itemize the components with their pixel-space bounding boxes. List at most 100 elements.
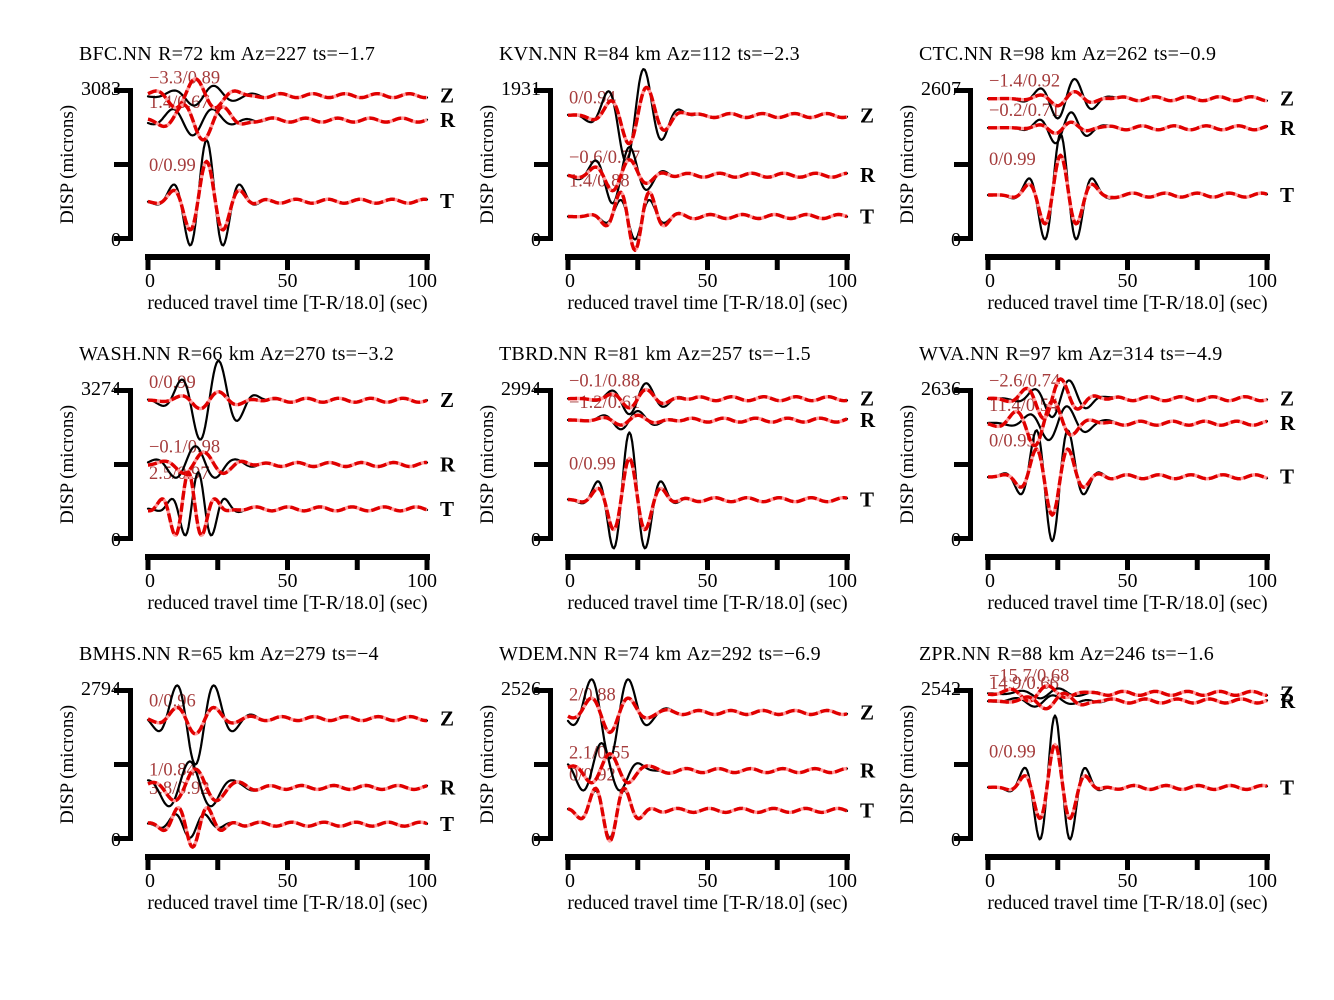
x-axis-tick [844, 260, 850, 270]
component-label: Z [860, 387, 874, 411]
y-zero-label: 0 [531, 529, 541, 551]
x-axis-tick [844, 860, 850, 870]
synthetic-trace [987, 377, 1268, 421]
x-tick-label: 0 [565, 870, 575, 892]
x-axis-tick [354, 260, 360, 270]
station-panel: WDEM.NN R=74 km Az=292 ts=−6.9 2526 0 DISP… [477, 642, 897, 942]
component-label: R [860, 759, 876, 783]
y-axis-title: DISP (microns) [477, 405, 498, 524]
x-axis-tick [354, 560, 360, 570]
x-axis [145, 554, 430, 560]
x-tick-label: 50 [278, 870, 298, 892]
x-axis-tick [1194, 560, 1200, 570]
y-axis-tick [534, 762, 548, 767]
station-panel: KVN.NN R=84 km Az=112 ts=−2.3 1931 0 DISP … [477, 42, 897, 342]
synthetic-trace [987, 399, 1268, 448]
synthetic-trace [567, 696, 848, 735]
panel-title: BMHS.NN R=65 km Az=279 ts=−4 [79, 643, 379, 665]
y-axis-tick [954, 162, 968, 167]
component-label: Z [440, 388, 454, 412]
x-tick-label: 50 [1118, 870, 1138, 892]
y-axis-tick [114, 162, 128, 167]
x-axis-tick [145, 860, 151, 870]
x-tick-label: 100 [827, 570, 857, 592]
y-axis-title: DISP (microns) [897, 105, 918, 224]
component-label: R [440, 108, 456, 132]
y-axis-tick [954, 688, 968, 693]
component-label: R [860, 163, 876, 187]
synthetic-trace [567, 387, 848, 410]
y-zero-label: 0 [111, 529, 121, 551]
synthetic-trace [567, 786, 848, 843]
synthetic-trace-underlay [987, 90, 1268, 108]
x-axis [985, 554, 1270, 560]
y-zero-label: 0 [951, 529, 961, 551]
shift-correlation-annotation: −3.3/0.89 [149, 69, 220, 89]
x-axis-tick [145, 260, 151, 270]
x-axis-tick [635, 560, 641, 570]
y-max-label: 2526 [501, 678, 541, 700]
x-axis [985, 254, 1270, 260]
panel-title: WASH.NN R=66 km Az=270 ts=−3.2 [79, 343, 395, 365]
x-tick-label: 0 [145, 570, 155, 592]
component-label: T [860, 488, 874, 512]
component-label: T [1280, 775, 1294, 799]
x-tick-label: 50 [278, 270, 298, 292]
x-tick-label: 50 [698, 270, 718, 292]
y-axis-title: DISP (microns) [477, 705, 498, 824]
x-tick-label: 0 [985, 870, 995, 892]
x-axis-title: reduced travel time [T-R/18.0] (sec) [147, 893, 427, 914]
x-tick-label: 100 [1247, 870, 1277, 892]
station-panel: ZPR.NN R=88 km Az=246 ts=−1.6 2542 0 DISP … [897, 642, 1317, 942]
y-axis-tick [954, 762, 968, 767]
synthetic-trace [567, 413, 848, 427]
y-axis [128, 88, 133, 241]
y-axis-tick [534, 536, 548, 541]
y-axis-tick [534, 462, 548, 467]
station-panel: BFC.NN R=72 km Az=227 ts=−1.7 3083 0 DISP … [57, 42, 477, 342]
x-axis-tick [705, 860, 710, 870]
y-axis-tick [114, 762, 128, 767]
x-axis-title: reduced travel time [T-R/18.0] (sec) [567, 593, 847, 614]
y-axis-title: DISP (microns) [57, 405, 78, 524]
x-axis [565, 554, 850, 560]
x-axis-tick [424, 860, 430, 870]
x-axis-tick [424, 260, 430, 270]
x-tick-label: 50 [698, 570, 718, 592]
y-axis-tick [954, 236, 968, 241]
x-axis-tick [1055, 260, 1061, 270]
y-axis-tick [954, 388, 968, 393]
synthetic-trace [147, 470, 428, 537]
x-axis-tick [1264, 860, 1270, 870]
synthetic-trace-underlay [567, 85, 848, 146]
x-axis-tick [215, 560, 221, 570]
y-axis [548, 688, 553, 841]
x-tick-label: 100 [1247, 570, 1277, 592]
component-label: R [1280, 689, 1296, 713]
x-tick-label: 0 [985, 570, 995, 592]
synthetic-trace [147, 767, 428, 803]
x-tick-label: 50 [278, 570, 298, 592]
component-label: R [440, 453, 456, 477]
y-axis-tick [114, 536, 128, 541]
y-zero-label: 0 [951, 829, 961, 851]
component-label: T [1280, 183, 1294, 207]
shift-correlation-annotation: −0.2/0.71 [989, 101, 1060, 121]
component-label: T [860, 798, 874, 822]
x-axis-tick [565, 560, 571, 570]
shift-correlation-annotation: 1/0.84 [149, 760, 196, 780]
y-axis-tick [114, 236, 128, 241]
x-axis-tick [215, 860, 221, 870]
x-tick-label: 50 [1118, 570, 1138, 592]
x-tick-label: 100 [407, 570, 437, 592]
station-panel: TBRD.NN R=81 km Az=257 ts=−1.5 2994 0 DISP… [477, 342, 897, 642]
y-max-label: 3083 [81, 78, 121, 100]
synthetic-trace [987, 691, 1268, 711]
y-zero-label: 0 [111, 229, 121, 251]
x-axis-tick [844, 560, 850, 570]
y-axis [968, 388, 973, 541]
